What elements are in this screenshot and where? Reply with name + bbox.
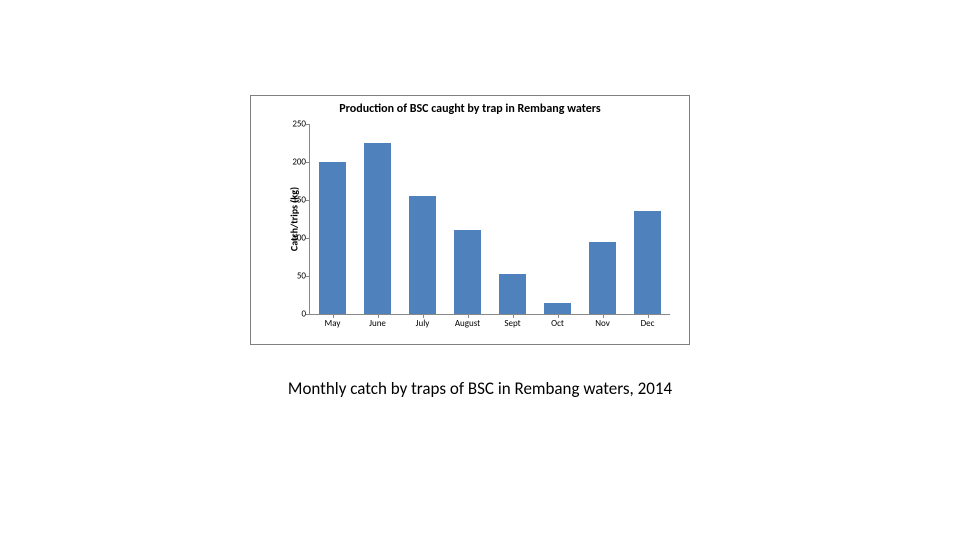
bar	[364, 143, 390, 314]
x-tick-label: Dec	[641, 318, 655, 329]
y-tick-label: 50	[297, 271, 306, 282]
slide-canvas: Production of BSC caught by trap in Remb…	[0, 0, 960, 540]
bar	[544, 303, 570, 314]
x-tick-label: August	[455, 318, 480, 329]
x-tick-group: May June July August Sept Oct Nov Dec	[310, 314, 670, 334]
x-tick-label: Sept	[504, 318, 520, 329]
bar	[634, 211, 660, 314]
bar	[499, 274, 525, 314]
y-tick-label: 150	[292, 195, 306, 206]
x-tick-label: June	[369, 318, 386, 329]
x-tick-label: May	[325, 318, 341, 329]
y-tick-label: 250	[292, 119, 306, 130]
plot-area: Catch/trips (kg) 050100150200250 MayJune…	[309, 124, 670, 315]
bar	[589, 242, 615, 314]
x-tick-label: July	[416, 318, 430, 329]
figure-caption: Monthly catch by traps of BSC in Rembang…	[0, 378, 960, 399]
bar-group	[310, 124, 670, 314]
bar	[409, 196, 435, 314]
y-tick-label: 200	[292, 157, 306, 168]
bar	[454, 230, 480, 314]
x-tick-label: Nov	[595, 318, 610, 329]
x-tick-label: Oct	[551, 318, 564, 329]
y-tick-label: 100	[292, 233, 306, 244]
chart-title: Production of BSC caught by trap in Remb…	[251, 102, 689, 116]
bar	[319, 162, 345, 314]
chart-frame: Production of BSC caught by trap in Remb…	[250, 95, 690, 345]
